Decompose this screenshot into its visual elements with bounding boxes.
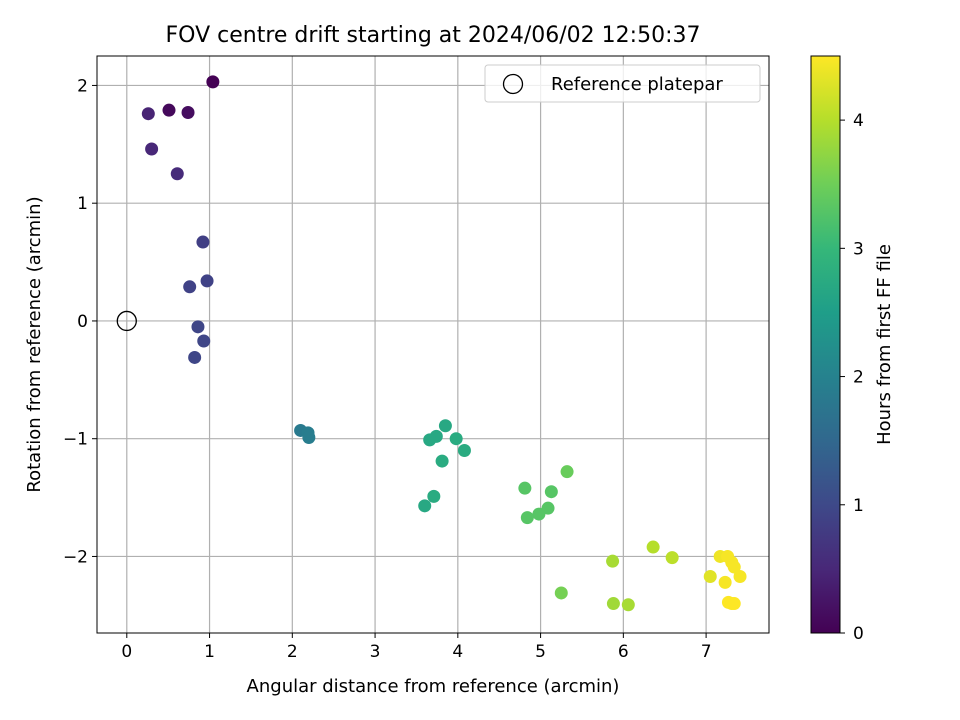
data-point	[733, 569, 747, 583]
data-point	[145, 142, 159, 156]
y-tick-label: 1	[77, 194, 88, 214]
colorbar-tick-label: 4	[853, 111, 864, 131]
data-point	[181, 106, 195, 120]
data-point	[457, 443, 471, 457]
legend-marker-open-circle	[502, 73, 524, 95]
data-point	[560, 465, 574, 479]
colorbar-tick-label: 1	[853, 496, 864, 516]
reference-platepar-marker	[116, 310, 137, 332]
data-point	[183, 280, 197, 294]
y-tick-label: 2	[77, 76, 88, 96]
y-axis-label: Rotation from reference (arcmin)	[24, 196, 45, 492]
colorbar: 0 1 2 3 4 Hours from first FF file	[810, 55, 895, 644]
data-point	[621, 598, 635, 612]
data-point	[544, 485, 558, 499]
colorbar-tick-label: 3	[853, 239, 864, 259]
data-point	[606, 554, 620, 568]
x-tick-label: 7	[701, 642, 712, 662]
data-point	[435, 454, 449, 468]
data-point	[665, 551, 679, 565]
data-point	[518, 481, 532, 495]
axis-ticks: 0 1 2 3 4 5 6 7 −2 −1 0 1 2	[63, 76, 712, 662]
colorbar-gradient	[811, 56, 840, 633]
x-tick-label: 1	[204, 642, 215, 662]
data-points	[116, 75, 747, 612]
data-point	[520, 511, 534, 525]
data-point	[170, 167, 184, 181]
colorbar-ticks: 0 1 2 3 4	[840, 111, 864, 644]
x-axis-label: Angular distance from reference (arcmin)	[247, 676, 620, 697]
data-point	[197, 334, 211, 348]
colorbar-frame	[810, 55, 841, 634]
data-point	[427, 489, 441, 503]
data-point	[646, 540, 660, 554]
plot-area-frame	[96, 55, 770, 634]
grid-lines	[97, 56, 769, 633]
y-tick-label: −1	[63, 430, 88, 450]
chart-title: FOV centre drift starting at 2024/06/02 …	[166, 23, 701, 48]
x-tick-label: 4	[452, 642, 463, 662]
data-point	[727, 597, 741, 611]
colorbar-label: Hours from first FF file	[874, 244, 895, 445]
colorbar-tick-label: 0	[853, 624, 864, 644]
data-point	[196, 235, 210, 249]
data-point	[727, 560, 741, 574]
x-tick-label: 2	[287, 642, 298, 662]
data-point	[532, 507, 546, 521]
data-point	[554, 586, 568, 600]
data-point	[449, 432, 463, 446]
x-tick-label: 3	[370, 642, 381, 662]
data-point	[191, 320, 205, 334]
data-point	[703, 569, 717, 583]
x-tick-label: 5	[535, 642, 546, 662]
data-point	[423, 433, 437, 447]
y-tick-label: 0	[77, 312, 88, 332]
data-point	[302, 431, 316, 445]
colorbar-tick-label: 2	[853, 368, 864, 388]
legend: Reference platepar	[484, 64, 761, 103]
data-point	[418, 499, 432, 513]
data-point	[438, 419, 452, 433]
x-tick-label: 0	[121, 642, 132, 662]
legend-label: Reference platepar	[551, 74, 723, 95]
data-point	[200, 274, 214, 288]
legend-box	[484, 64, 761, 103]
x-tick-label: 6	[618, 642, 629, 662]
data-point	[606, 597, 620, 611]
data-point	[162, 103, 176, 117]
data-point	[206, 75, 220, 89]
y-tick-label: −2	[63, 547, 88, 567]
data-point	[718, 575, 732, 589]
data-point	[188, 350, 202, 364]
data-point	[141, 107, 155, 121]
